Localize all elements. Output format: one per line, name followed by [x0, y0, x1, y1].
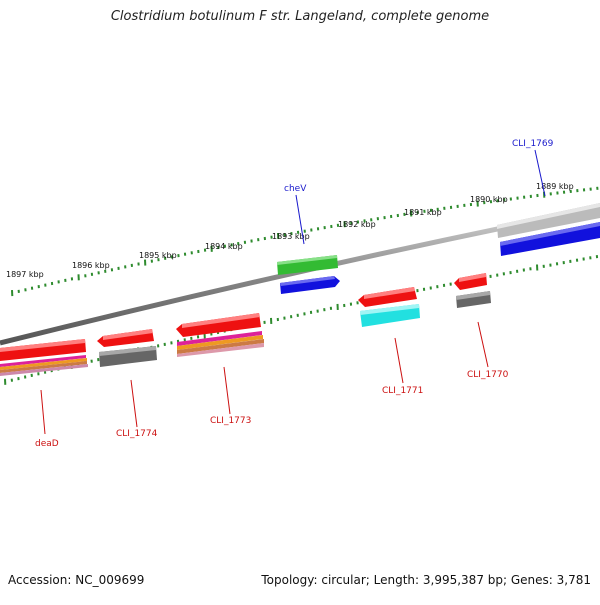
scale-label-1897: 1897 kbp	[6, 270, 44, 279]
scale-label-1892: 1892 kbp	[338, 220, 376, 229]
deaD-leader-line	[41, 390, 45, 434]
gene-label-CLI_1771[interactable]: CLI_1771	[382, 386, 423, 396]
CLI_1771-leader-line	[395, 338, 403, 383]
gene-label-CLI_1774[interactable]: CLI_1774	[116, 429, 158, 439]
gene-CLI_1769-feature[interactable]	[497, 203, 600, 256]
scale-label-1893: 1893 kbp	[272, 232, 310, 241]
scale-label-1891: 1891 kbp	[404, 208, 442, 217]
gene-label-deaD[interactable]: deaD	[35, 439, 59, 449]
gene-CLI_1774-feature[interactable]	[97, 329, 157, 367]
gene-CLI_1771-feature[interactable]	[358, 287, 420, 327]
genome-title: Clostridium botulinum F str. Langeland, …	[0, 9, 600, 24]
CLI_1773-leader-line	[224, 367, 230, 414]
gene-CLI_1770-feature[interactable]	[454, 273, 491, 308]
CLI_1774-leader-line	[131, 380, 137, 427]
accession-label: Accession: NC_009699	[8, 573, 144, 587]
gene-label-CLI_1773[interactable]: CLI_1773	[210, 416, 251, 426]
gene-label-CLI_1770[interactable]: CLI_1770	[467, 370, 509, 380]
scale-label-1895: 1895 kbp	[139, 251, 177, 260]
genome-summary: Topology: circular; Length: 3,995,387 bp…	[261, 573, 591, 587]
gene-label-CLI_1769[interactable]: CLI_1769	[512, 139, 554, 149]
scale-label-1890: 1890 kbp	[470, 195, 508, 204]
gene-deaD-feature[interactable]	[0, 339, 88, 376]
scale-label-1889: 1889 kbp	[536, 182, 574, 191]
gene-CLI_1773-feature[interactable]	[176, 313, 264, 357]
gene-cheV-blue-feature[interactable]	[280, 276, 340, 294]
scale-label-1896: 1896 kbp	[72, 261, 110, 270]
gene-label-cheV[interactable]: cheV	[284, 184, 307, 194]
CLI_1770-leader-line	[478, 322, 488, 367]
scale-label-1894: 1894 kbp	[205, 242, 243, 251]
